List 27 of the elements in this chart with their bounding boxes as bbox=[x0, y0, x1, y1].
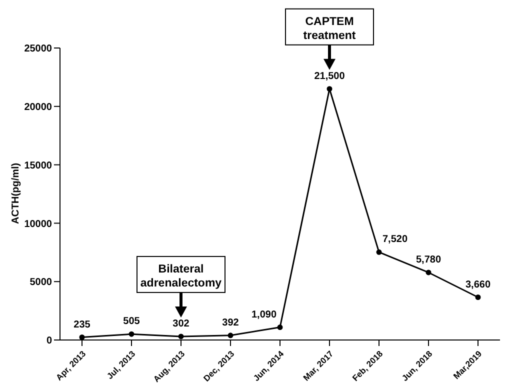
point bbox=[426, 270, 432, 276]
text: 3,660 bbox=[465, 279, 491, 290]
text: 505 bbox=[123, 316, 140, 328]
y-tick-label: 15000 bbox=[24, 160, 52, 172]
text: 7,520 bbox=[382, 234, 408, 246]
y-tick-label: 10000 bbox=[24, 218, 52, 230]
y-tick-label: 0 bbox=[46, 336, 52, 347]
y-tick-label: 5000 bbox=[30, 277, 52, 288]
text: 302 bbox=[172, 318, 190, 330]
y-axis-title: ACTH(pg/ml) bbox=[10, 162, 22, 224]
point bbox=[326, 86, 332, 92]
text: 5,780 bbox=[416, 254, 442, 266]
point bbox=[79, 334, 85, 340]
text: 1,090 bbox=[251, 309, 277, 320]
point bbox=[475, 294, 481, 300]
text: 392 bbox=[222, 317, 239, 328]
text: 235 bbox=[74, 319, 90, 330]
y-tick-label: 25000 bbox=[24, 44, 52, 55]
y-tick-label: 20000 bbox=[24, 102, 52, 113]
text: CAPTEM treatment bbox=[303, 16, 356, 42]
point bbox=[128, 331, 134, 337]
point bbox=[376, 249, 382, 255]
point bbox=[178, 334, 184, 340]
point bbox=[228, 332, 234, 338]
text: 21,500 bbox=[314, 70, 345, 82]
point bbox=[277, 324, 283, 330]
annotation: Bilateral adrenalectomy bbox=[140, 263, 222, 290]
